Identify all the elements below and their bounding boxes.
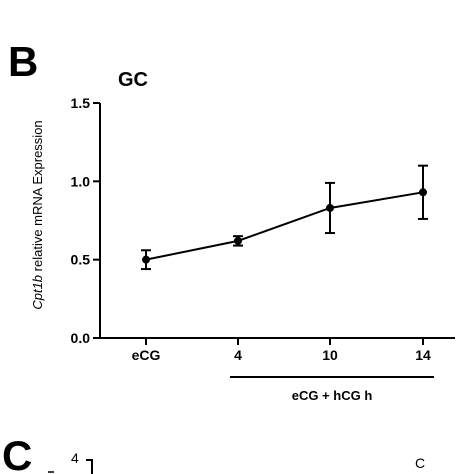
panel-b-letter: B xyxy=(8,38,38,85)
y-ticks: 0.0 0.5 1.0 1.5 xyxy=(71,95,100,346)
y-tick-label: 1.5 xyxy=(71,95,91,111)
plot-area xyxy=(141,164,428,271)
data-point xyxy=(142,255,150,264)
x-tick-label: 4 xyxy=(234,347,242,363)
x-tick-label: 10 xyxy=(322,347,338,363)
panel-c-letter: C xyxy=(2,432,32,474)
x-tick-label: eCG xyxy=(132,347,161,363)
data-point xyxy=(419,188,427,197)
chart-title: GC xyxy=(118,69,148,91)
y-tick-label: 1.0 xyxy=(71,173,91,189)
group-label: eCG + hCG h xyxy=(292,388,373,403)
y-axis-label-gene: Cpt1b xyxy=(30,275,45,310)
y-axis-label-rest: relative mRNA Expression xyxy=(30,120,45,275)
panel-c-tick-top: 4 xyxy=(71,450,79,466)
x-tick-label: 14 xyxy=(415,347,431,363)
data-point xyxy=(234,236,242,245)
data-point xyxy=(326,203,334,212)
x-ticks: eCG 4 10 14 xyxy=(132,338,431,363)
y-tick-label: 0.5 xyxy=(71,252,91,268)
y-axis-label: Cpt1b relative mRNA Expression xyxy=(30,120,45,309)
panel-c-corner-label: C xyxy=(415,455,425,471)
y-tick-label: 0.0 xyxy=(71,330,91,346)
series-line xyxy=(145,191,424,261)
